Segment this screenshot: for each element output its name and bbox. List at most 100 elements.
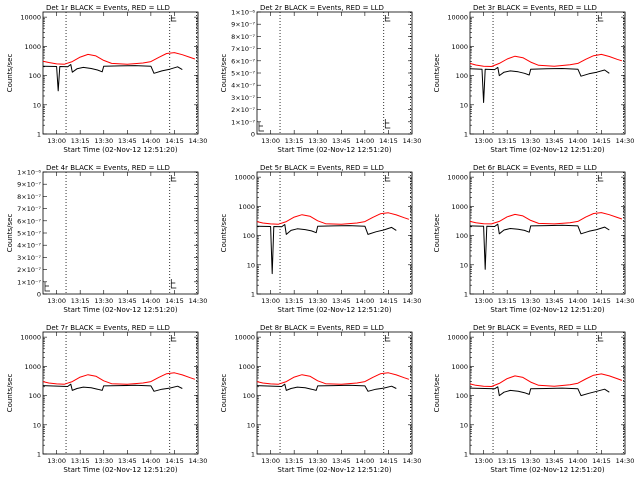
state-marker [170, 15, 177, 22]
x-tick-label: 14:15 [379, 137, 398, 145]
lld-series-line [42, 52, 196, 65]
panel-8: Det 8r BLACK = Events, RED = LLD 1 10 100 10… [220, 324, 421, 474]
x-axis-label: Start Time (02-Nov-12 12:51:20) [490, 306, 604, 314]
y-tick-label: 2×10⁻⁷ [17, 266, 41, 274]
x-tick-label: 13:30 [308, 457, 327, 465]
plot-frame [469, 11, 626, 135]
x-tick-label: 13:45 [545, 137, 564, 145]
y-tick-label: 1 [464, 451, 468, 459]
y-tick-label: 100 [29, 392, 41, 400]
x-tick-label: 14:30 [616, 137, 635, 145]
y-tick-label: 100 [456, 232, 468, 240]
y-tick-label: 10000 [234, 334, 255, 342]
x-tick-label: 13:00 [474, 457, 493, 465]
x-tick-label: 14:15 [379, 297, 398, 305]
y-tick-label: 10 [33, 421, 41, 429]
plot-frame [469, 171, 626, 295]
y-tick-label: 1×10⁻⁷ [231, 118, 255, 126]
y-axis-label: Counts/sec [433, 374, 441, 413]
x-tick-label: 13:15 [71, 457, 90, 465]
y-tick-label: 10 [33, 101, 41, 109]
x-tick-label: 13:15 [498, 457, 517, 465]
lld-series-line [42, 372, 196, 385]
y-tick-label: 1000 [451, 43, 468, 51]
lld-series-line [469, 53, 623, 67]
x-tick-label: 13:45 [118, 137, 137, 145]
y-axis-label: Counts/sec [6, 374, 14, 413]
y-tick-label: 100 [243, 392, 255, 400]
y-tick-label: 2×10⁻⁷ [231, 106, 255, 114]
y-tick-label: 10000 [447, 334, 468, 342]
x-tick-label: 14:30 [403, 297, 422, 305]
y-tick-label: 1 [464, 131, 468, 139]
state-marker [170, 279, 177, 289]
x-tick-label: 14:15 [592, 137, 611, 145]
y-tick-label: 4×10⁻⁷ [231, 82, 255, 90]
y-tick-label: 0 [251, 131, 255, 139]
state-marker [384, 15, 391, 22]
x-tick-label: 14:15 [165, 457, 184, 465]
x-tick-label: 14:00 [142, 137, 161, 145]
y-axis-label: Counts/sec [220, 214, 228, 253]
x-tick-label: 13:00 [474, 137, 493, 145]
y-tick-label: 1×10⁻⁷ [17, 278, 41, 286]
panel-title: Det 9r BLACK = Events, RED = LLD [473, 324, 597, 332]
x-axis-label: Start Time (02-Nov-12 12:51:20) [490, 146, 604, 154]
y-tick-label: 1 [464, 291, 468, 299]
y-tick-label: 9×10⁻⁷ [231, 21, 255, 29]
lld-series-line [469, 212, 623, 225]
panel-2: Det 2r BLACK = Events, RED = LLD 0 1×10⁻⁷ 2… [220, 4, 421, 154]
y-tick-label: 0 [37, 291, 41, 299]
y-tick-label: 10000 [20, 14, 41, 22]
y-tick-label: 1000 [24, 43, 41, 51]
x-tick-label: 13:00 [47, 297, 66, 305]
state-marker [44, 282, 50, 292]
y-tick-label: 10000 [20, 334, 41, 342]
events-series-line [42, 64, 183, 92]
x-tick-label: 13:45 [545, 457, 564, 465]
x-tick-label: 14:30 [616, 457, 635, 465]
plot-frame [256, 331, 413, 455]
x-tick-label: 14:15 [592, 457, 611, 465]
y-tick-label: 5×10⁻⁷ [231, 70, 255, 78]
x-tick-label: 13:30 [521, 137, 540, 145]
plot-frame [469, 331, 626, 455]
x-tick-label: 14:30 [189, 457, 208, 465]
state-marker [384, 175, 391, 182]
x-axis-label: Start Time (02-Nov-12 12:51:20) [63, 146, 177, 154]
plot-frame [256, 171, 413, 295]
y-tick-label: 10 [247, 421, 255, 429]
x-tick-label: 13:00 [261, 457, 280, 465]
y-axis-label: Counts/sec [220, 374, 228, 413]
state-marker [258, 122, 264, 132]
x-tick-label: 14:00 [356, 137, 375, 145]
state-marker [597, 175, 604, 182]
x-tick-label: 13:30 [308, 137, 327, 145]
events-series-line [469, 223, 610, 270]
y-tick-label: 7×10⁻⁷ [231, 45, 255, 53]
y-tick-label: 1 [37, 451, 41, 459]
y-tick-label: 1 [251, 291, 255, 299]
x-tick-label: 13:15 [498, 297, 517, 305]
state-marker [170, 175, 177, 182]
y-tick-label: 100 [456, 392, 468, 400]
state-marker [597, 15, 604, 22]
y-tick-label: 3×10⁻⁷ [17, 254, 41, 262]
y-tick-label: 4×10⁻⁷ [17, 242, 41, 250]
x-tick-label: 13:00 [261, 137, 280, 145]
panel-title: Det 1r BLACK = Events, RED = LLD [46, 4, 170, 12]
y-tick-label: 1 [37, 131, 41, 139]
y-tick-label: 1×10⁻⁶ [231, 9, 255, 17]
plot-frame [42, 11, 199, 135]
y-tick-label: 10000 [447, 14, 468, 22]
state-marker [384, 335, 391, 342]
y-tick-label: 1 [251, 451, 255, 459]
y-axis-label: Counts/sec [433, 214, 441, 253]
y-tick-label: 100 [456, 72, 468, 80]
x-axis-label: Start Time (02-Nov-12 12:51:20) [63, 466, 177, 474]
x-axis-label: Start Time (02-Nov-12 12:51:20) [490, 466, 604, 474]
x-tick-label: 13:30 [521, 297, 540, 305]
x-tick-label: 13:30 [521, 457, 540, 465]
panel-title: Det 8r BLACK = Events, RED = LLD [260, 324, 384, 332]
panel-5: Det 5r BLACK = Events, RED = LLD 1 10 100 10… [220, 164, 421, 314]
